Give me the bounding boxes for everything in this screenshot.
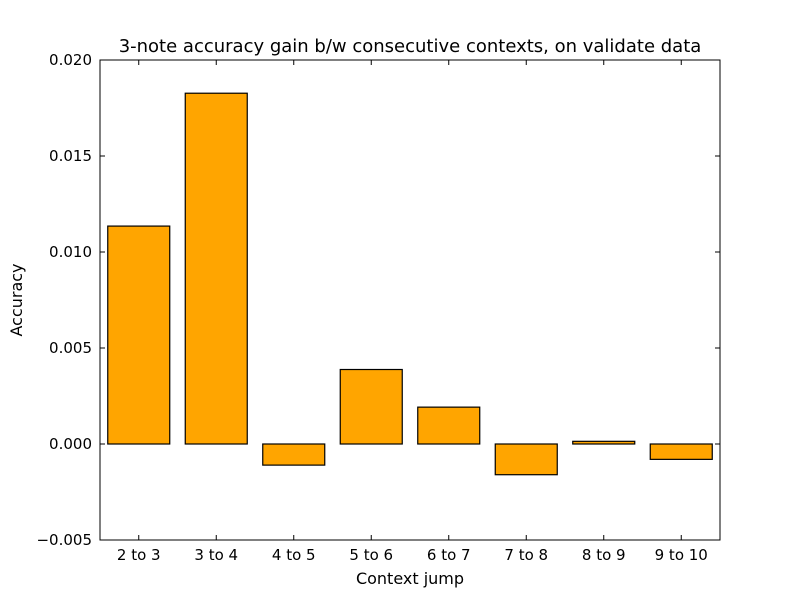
x-tick-label: 8 to 9 [582,546,626,564]
y-tick-label: 0.020 [49,51,92,69]
bars-group [107,92,713,476]
x-tick-label: 7 to 8 [504,546,548,564]
chart-title: 3-note accuracy gain b/w consecutive con… [119,36,702,57]
bar-0 [107,225,171,445]
bar-4 [417,406,481,445]
x-tick-label: 6 to 7 [427,546,471,564]
x-axis-label: Context jump [356,569,464,588]
x-tick-label: 3 to 4 [194,546,238,564]
y-tick-label: 0.010 [49,243,92,261]
y-tick-label: −0.005 [36,531,92,549]
plot-frame [99,59,721,541]
y-tick-label: 0.005 [49,339,92,357]
bar-5 [494,443,558,476]
x-axis: 2 to 3 3 to 4 4 to 5 5 to 6 6 to 7 7 to 8 8 to… [117,60,708,564]
bar-7 [649,443,713,460]
x-tick-label: 9 to 10 [655,546,708,564]
y-axis: −0.005 0.000 0.005 0.010 0.015 0.020 [36,51,720,549]
bar-2 [262,443,326,466]
y-axis-label: Accuracy [7,263,26,336]
y-tick-label: 0.000 [49,435,92,453]
y-tick-label: 0.015 [49,147,92,165]
bar-1 [184,92,248,445]
x-tick-label: 4 to 5 [272,546,316,564]
x-tick-label: 5 to 6 [349,546,393,564]
bar-3 [339,368,403,445]
x-tick-label: 2 to 3 [117,546,161,564]
bar-6 [572,440,636,445]
